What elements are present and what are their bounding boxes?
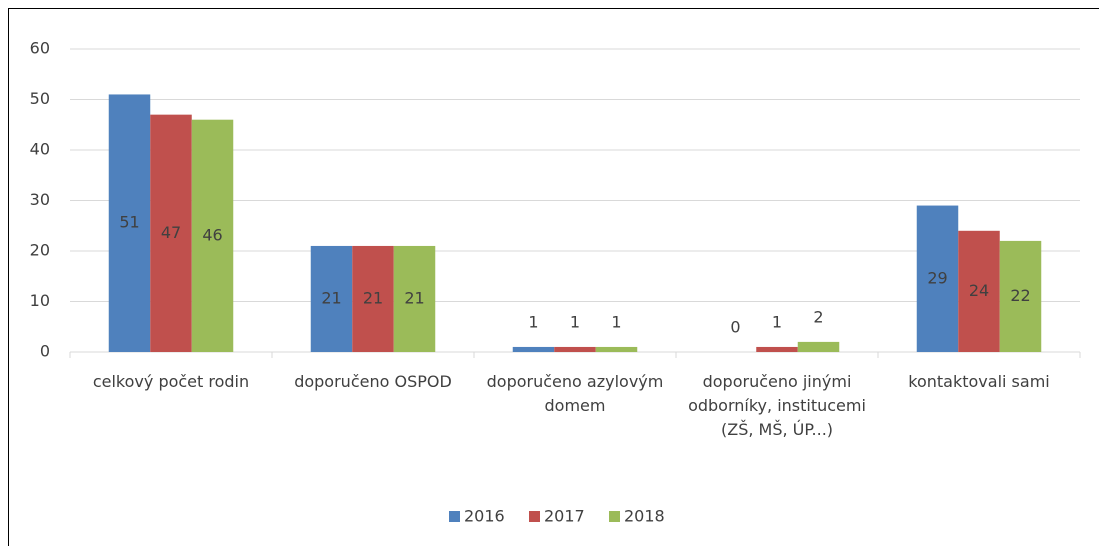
data-label: 0 — [730, 318, 740, 337]
legend-label: 2016 — [464, 507, 505, 526]
legend-swatch — [449, 511, 460, 522]
bar — [797, 341, 840, 352]
data-label: 21 — [404, 288, 424, 307]
chart-border — [8, 8, 1099, 546]
bar — [916, 205, 959, 352]
bar — [756, 346, 798, 352]
bar — [595, 346, 638, 352]
legend-label: 2018 — [624, 507, 665, 526]
x-tick-label: doporučeno OSPOD — [294, 372, 452, 391]
data-label: 1 — [528, 312, 538, 331]
legend-swatch — [609, 511, 620, 522]
data-label: 1 — [570, 312, 580, 331]
x-tick-label: celkový počet rodin — [92, 372, 250, 391]
x-tick-label: kontaktovali sami — [908, 372, 1050, 391]
data-label: 46 — [202, 225, 222, 244]
bar — [108, 94, 151, 352]
legend-swatch — [529, 511, 540, 522]
data-label: 22 — [1010, 286, 1030, 305]
y-tick-label: 30 — [30, 190, 50, 209]
y-tick-label: 50 — [30, 89, 50, 108]
data-label: 21 — [363, 288, 383, 307]
data-label: 24 — [969, 281, 989, 300]
data-label: 29 — [927, 268, 947, 287]
data-label: 1 — [772, 312, 782, 331]
legend-label: 2017 — [544, 507, 585, 526]
x-tick-label: doporučeno jinými odborníky, institucemi… — [688, 372, 866, 439]
bar — [191, 119, 234, 352]
bar — [352, 245, 394, 352]
data-label: 21 — [321, 288, 341, 307]
data-label: 47 — [161, 223, 181, 242]
bar — [958, 230, 1000, 352]
y-tick-label: 60 — [30, 39, 50, 58]
bar — [393, 245, 436, 352]
bar — [150, 114, 192, 353]
y-tick-label: 40 — [30, 140, 50, 159]
bar — [512, 346, 555, 352]
bar — [554, 346, 596, 352]
y-tick-label: 20 — [30, 241, 50, 260]
data-label: 2 — [813, 307, 823, 326]
bar — [999, 240, 1042, 352]
data-label: 1 — [611, 312, 621, 331]
y-tick-label: 10 — [30, 291, 50, 310]
bar — [310, 245, 353, 352]
y-tick-label: 0 — [40, 342, 50, 361]
data-label: 51 — [119, 213, 139, 232]
x-tick-label: doporučeno azylovým domem — [486, 372, 664, 415]
